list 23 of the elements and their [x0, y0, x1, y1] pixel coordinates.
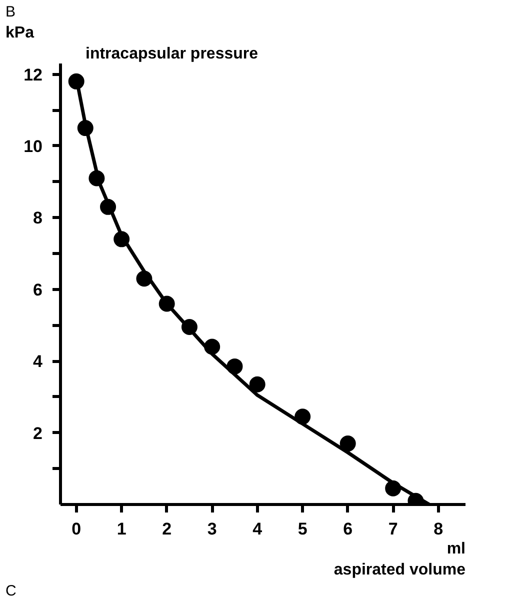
x-tick-label: 4 [252, 520, 263, 538]
y-tick-label: 2 [33, 424, 43, 443]
y-tick-label: 12 [24, 65, 43, 84]
y-tick-label: 4 [33, 352, 44, 372]
y-axis-title: kPa [6, 24, 34, 42]
x-tick-label: 5 [298, 520, 308, 538]
text: ml [446, 540, 466, 558]
point [340, 436, 356, 452]
y-tick-label: 6 [33, 280, 43, 300]
point [249, 376, 266, 392]
chart-title: intracapsular pressure [86, 46, 258, 62]
x-tick-label: 1 [116, 520, 126, 538]
text: B [6, 4, 16, 20]
y-tick-label: 10 [24, 136, 43, 156]
x-tick-label: 3 [207, 520, 217, 538]
x-tick-label: 8 [434, 520, 444, 538]
y-tick-label: 8 [33, 208, 43, 228]
x-tick-label: 6 [343, 520, 353, 538]
x-axis-title: aspirated volume [334, 562, 466, 578]
x-tick-label: 0 [72, 520, 82, 538]
x-tick-label: 2 [162, 520, 172, 538]
x-tick-label: 7 [388, 520, 398, 538]
text: C [6, 582, 16, 600]
